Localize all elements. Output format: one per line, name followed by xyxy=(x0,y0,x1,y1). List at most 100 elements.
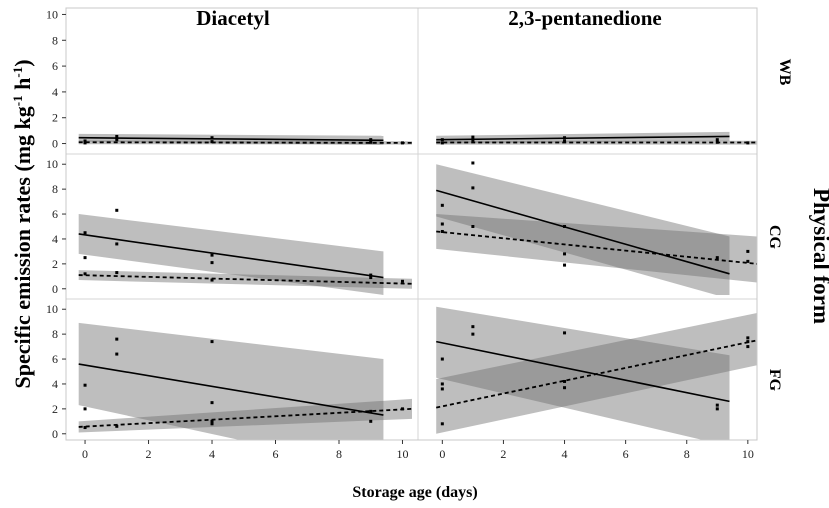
data-point-diacetyl-fg-7 xyxy=(210,401,214,405)
data-points xyxy=(83,134,750,430)
fit-line-solid-diacetyl-fg xyxy=(78,363,384,416)
confidence-band-solid-2-3-pentanedione-fg xyxy=(436,306,730,440)
data-point-diacetyl-wb-5 xyxy=(210,140,214,144)
x-tick-label-2-3-pentanedione-2: 2 xyxy=(500,447,506,461)
data-point-2-3-pentanedione-fg-8 xyxy=(563,386,567,390)
data-point-2-3-pentanedione-cg-11 xyxy=(746,259,750,263)
y-tick-label-wb-8: 8 xyxy=(52,33,58,47)
data-point-diacetyl-cg-1 xyxy=(83,256,87,260)
y-tick-label-cg-10: 10 xyxy=(46,157,58,171)
row-label-wb: WB xyxy=(776,59,793,86)
data-point-2-3-pentanedione-wb-0 xyxy=(440,141,444,145)
data-point-diacetyl-wb-8 xyxy=(400,141,404,145)
x-tick-label-diacetyl-2: 2 xyxy=(146,447,152,461)
data-point-2-3-pentanedione-fg-6 xyxy=(563,331,567,335)
data-point-diacetyl-fg-2 xyxy=(83,426,87,430)
y-tick-label-wb-6: 6 xyxy=(52,59,58,73)
data-point-diacetyl-cg-0 xyxy=(83,231,87,235)
fit-line-dashed-2-3-pentanedione-fg xyxy=(436,339,757,409)
data-point-diacetyl-cg-6 xyxy=(210,253,214,257)
data-point-diacetyl-cg-7 xyxy=(210,261,214,265)
y-axis-label-main: Specific emission rates (mg kg xyxy=(10,106,35,388)
data-point-diacetyl-cg-9 xyxy=(369,273,373,277)
y-tick-label-fg-8: 8 xyxy=(52,327,58,341)
data-point-diacetyl-wb-7 xyxy=(369,138,373,142)
x-tick-label-2-3-pentanedione-6: 6 xyxy=(623,447,629,461)
data-point-2-3-pentanedione-fg-13 xyxy=(746,345,750,349)
data-point-diacetyl-cg-2 xyxy=(83,272,87,276)
data-point-2-3-pentanedione-wb-4 xyxy=(563,136,567,140)
x-tick-label-diacetyl-0: 0 xyxy=(82,447,88,461)
data-point-diacetyl-cg-3 xyxy=(115,208,119,212)
confidence-band-dashed-2-3-pentanedione-wb xyxy=(436,140,757,145)
data-point-2-3-pentanedione-cg-5 xyxy=(471,225,475,228)
y-tick-label-fg-4: 4 xyxy=(52,377,58,391)
data-point-2-3-pentanedione-wb-6 xyxy=(715,138,719,142)
data-point-diacetyl-fg-6 xyxy=(210,340,214,344)
data-point-diacetyl-fg-11 xyxy=(369,409,373,413)
y-tick-label-cg-0: 0 xyxy=(52,282,58,296)
data-point-2-3-pentanedione-fg-7 xyxy=(563,379,567,383)
confidence-band-solid-diacetyl-fg xyxy=(78,322,384,440)
column-title-2-3-pentanedione: 2,3-pentanedione xyxy=(508,6,661,30)
x-tick-label-diacetyl-4: 4 xyxy=(209,447,215,461)
data-point-2-3-pentanedione-fg-4 xyxy=(471,325,475,329)
confidence-band-dashed-diacetyl-wb xyxy=(78,140,412,145)
data-point-diacetyl-wb-1 xyxy=(83,139,87,143)
y-axis-label-close: ) xyxy=(10,59,35,66)
data-point-diacetyl-fg-10 xyxy=(369,419,373,423)
y-axis-label: Specific emission rates (mg kg-1 h-1) xyxy=(10,59,35,388)
data-point-2-3-pentanedione-fg-10 xyxy=(715,407,719,411)
x-tick-label-2-3-pentanedione-10: 10 xyxy=(742,447,754,461)
y-tick-label-fg-0: 0 xyxy=(52,427,58,441)
data-point-diacetyl-fg-1 xyxy=(83,407,87,411)
y-tick-label-wb-2: 2 xyxy=(52,111,58,125)
data-point-2-3-pentanedione-cg-8 xyxy=(563,263,567,267)
confidence-bands xyxy=(78,131,757,440)
data-point-2-3-pentanedione-fg-1 xyxy=(440,382,444,386)
data-point-2-3-pentanedione-cg-1 xyxy=(440,222,444,226)
data-point-diacetyl-fg-4 xyxy=(115,352,119,356)
data-point-diacetyl-wb-6 xyxy=(369,140,373,144)
x-tick-label-diacetyl-8: 8 xyxy=(336,447,342,461)
column-title-diacetyl: Diacetyl xyxy=(196,6,270,30)
confidence-band-solid-diacetyl-cg xyxy=(78,214,384,295)
data-point-2-3-pentanedione-fg-0 xyxy=(440,357,444,361)
data-point-2-3-pentanedione-cg-3 xyxy=(471,161,475,165)
data-point-diacetyl-fg-9 xyxy=(210,422,214,426)
data-point-2-3-pentanedione-cg-0 xyxy=(440,203,444,207)
data-point-diacetyl-fg-8 xyxy=(210,419,214,423)
data-point-2-3-pentanedione-wb-7 xyxy=(715,140,719,144)
confidence-band-dashed-diacetyl-fg xyxy=(78,398,412,433)
data-point-diacetyl-cg-5 xyxy=(115,271,119,275)
fit-line-solid-2-3-pentanedione-fg xyxy=(436,340,730,403)
data-point-diacetyl-cg-11 xyxy=(400,279,404,283)
y-tick-label-fg-2: 2 xyxy=(52,402,58,416)
data-point-2-3-pentanedione-wb-1 xyxy=(440,138,444,142)
x-tick-label-diacetyl-10: 10 xyxy=(396,447,408,461)
row-label-cg: CG xyxy=(766,225,783,250)
data-point-diacetyl-fg-12 xyxy=(400,407,404,411)
data-point-2-3-pentanedione-wb-5 xyxy=(563,139,567,143)
panel-borders xyxy=(65,7,758,441)
data-point-2-3-pentanedione-fg-9 xyxy=(715,403,719,407)
y-axis-label-sup1: -1 xyxy=(10,95,25,106)
fit-line-dashed-2-3-pentanedione-cg xyxy=(436,230,757,265)
data-point-2-3-pentanedione-cg-9 xyxy=(715,256,719,260)
x-tick-label-2-3-pentanedione-0: 0 xyxy=(439,447,445,461)
data-point-diacetyl-wb-0 xyxy=(83,141,87,145)
data-point-2-3-pentanedione-cg-2 xyxy=(440,229,444,233)
data-point-2-3-pentanedione-fg-2 xyxy=(440,387,444,391)
confidence-band-solid-2-3-pentanedione-cg xyxy=(436,164,730,295)
x-tick-label-2-3-pentanedione-8: 8 xyxy=(684,447,690,461)
fit-line-solid-2-3-pentanedione-cg xyxy=(436,189,730,275)
data-point-2-3-pentanedione-wb-3 xyxy=(471,138,475,142)
x-tick-label-2-3-pentanedione-4: 4 xyxy=(562,447,568,461)
y-axis-label-mid: h xyxy=(10,78,35,96)
fit-line-solid-diacetyl-wb xyxy=(78,136,384,142)
y-tick-label-wb-0: 0 xyxy=(52,137,58,151)
confidence-band-dashed-diacetyl-cg xyxy=(78,270,412,289)
y-tick-label-wb-10: 10 xyxy=(46,7,58,21)
row-label-fg: FG xyxy=(766,369,783,392)
